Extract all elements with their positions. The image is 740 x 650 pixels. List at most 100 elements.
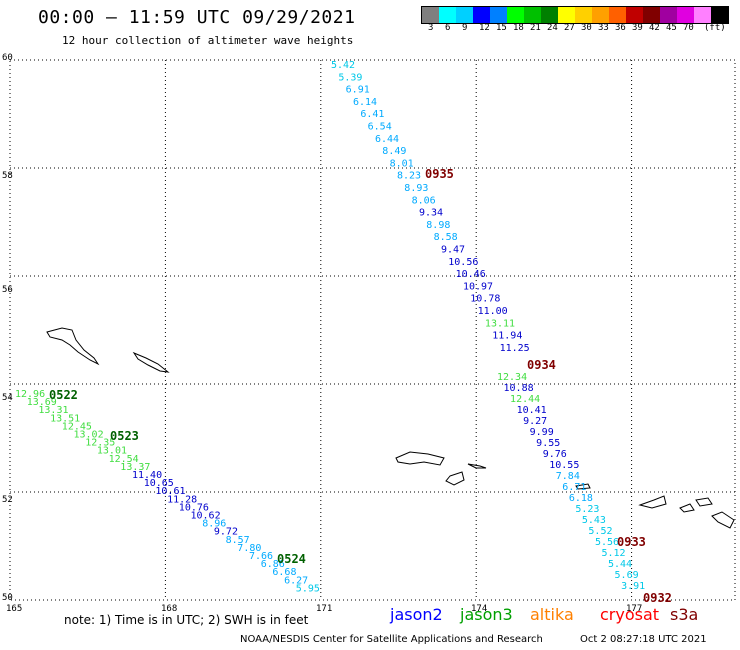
legend-swatch	[643, 7, 660, 23]
wave-height-value: 5.44	[608, 559, 632, 570]
wave-height-value: 13.11	[485, 318, 515, 329]
legend-swatch	[660, 7, 677, 23]
pass-time-label: 0933	[617, 535, 646, 549]
wave-height-value: 10.46	[456, 269, 486, 280]
legend-swatch	[558, 7, 575, 23]
wave-height-value: 8.49	[382, 146, 406, 157]
map-frame	[9, 59, 736, 601]
legend-swatch	[592, 7, 609, 23]
map-grid	[9, 59, 736, 601]
legend-label: 12	[479, 23, 490, 33]
longitude-label: 168	[161, 604, 177, 614]
wave-height-value: 12.45	[62, 421, 92, 432]
wave-height-value: 13.01	[97, 446, 127, 457]
wave-height-value: 8.57	[226, 535, 250, 546]
legend-swatch	[541, 7, 558, 23]
wave-height-value: 10.41	[517, 405, 547, 416]
wave-height-value: 6.14	[353, 97, 377, 108]
legend-label: 70	[683, 23, 694, 33]
wave-height-value: 5.42	[331, 60, 355, 71]
wave-height-value: 8.23	[397, 171, 421, 182]
pass-time-label: 0934	[527, 358, 556, 372]
wave-height-value: 9.55	[536, 438, 560, 449]
legend-swatch	[456, 7, 473, 23]
wave-height-value: 12.96	[15, 389, 45, 400]
wave-height-value: 6.91	[346, 85, 370, 96]
latitude-label: 50	[2, 593, 13, 603]
legend-label: 36	[615, 23, 626, 33]
pass-time-label: 0935	[425, 167, 454, 181]
wave-height-value: 8.58	[434, 232, 458, 243]
wave-height-value: 6.44	[375, 134, 399, 145]
island-coastline	[575, 483, 591, 490]
wave-height-value: 10.76	[179, 502, 209, 513]
island-coastline	[467, 463, 487, 469]
wave-height-value: 5.69	[615, 570, 639, 581]
wave-height-value: 11.94	[492, 331, 522, 342]
wave-height-value: 13.02	[74, 430, 104, 441]
wave-height-value: 6.18	[569, 493, 593, 504]
legend-swatch	[575, 7, 592, 23]
color-legend	[421, 6, 729, 24]
credit-org: NOAA/NESDIS Center for Satellite Applica…	[240, 634, 543, 645]
legend-swatch	[694, 7, 711, 23]
wave-height-value: 6.41	[360, 109, 384, 120]
legend-swatch	[609, 7, 626, 23]
satellite-jason2: jason2	[390, 605, 443, 624]
wave-height-value: 10.56	[448, 257, 478, 268]
wave-height-value: 7.66	[249, 551, 273, 562]
wave-height-value: 12.44	[510, 394, 540, 405]
wave-height-value: 10.78	[470, 294, 500, 305]
legend-label: (ft)	[704, 23, 726, 33]
island-coastline	[46, 327, 100, 366]
wave-height-value: 11.25	[500, 343, 530, 354]
latitude-label: 54	[2, 393, 13, 403]
map-subtitle: 12 hour collection of altimeter wave hei…	[62, 34, 354, 47]
wave-height-value: 11.28	[167, 494, 197, 505]
wave-height-value: 12.34	[497, 372, 527, 383]
island-coastline	[395, 451, 445, 466]
wave-height-value: 5.95	[296, 583, 320, 594]
wave-height-value: 3.91	[621, 581, 645, 592]
wave-height-value: 13.51	[50, 413, 80, 424]
satellite-cryosat: cryosat	[600, 605, 660, 624]
credit-timestamp: Oct 2 08:27:18 UTC 2021	[580, 634, 707, 645]
wave-height-value: 5.39	[338, 72, 362, 83]
legend-swatch	[490, 7, 507, 23]
wave-height-value: 7.80	[237, 543, 261, 554]
wave-height-value: 9.99	[530, 427, 554, 438]
wave-height-value: 6.71	[562, 482, 586, 493]
wave-height-value: 5.12	[601, 548, 625, 559]
wave-height-value: 5.23	[575, 504, 599, 515]
wave-height-value: 8.93	[404, 183, 428, 194]
wave-height-value: 11.00	[478, 306, 508, 317]
wave-height-value: 8.01	[390, 158, 414, 169]
legend-label: 33	[598, 23, 609, 33]
legend-swatch	[507, 7, 524, 23]
wave-height-value: 9.27	[523, 416, 547, 427]
track-values: 5.425.39 6.916.146.41 6.546.448.498.01 8.23…	[15, 60, 645, 594]
wave-height-value: 5.52	[588, 526, 612, 537]
wave-height-value: 9.76	[543, 449, 567, 460]
wave-height-value: 7.84	[556, 471, 580, 482]
axis-labels: 165 168 171 174 177 60 58 56 54 52 50	[2, 53, 642, 614]
wave-height-value: 8.98	[426, 220, 450, 231]
wave-height-value: 10.65	[144, 478, 174, 489]
island-coastline	[445, 471, 465, 486]
legend-swatch	[439, 7, 456, 23]
longitude-label: 174	[471, 604, 487, 614]
legend-swatch	[626, 7, 643, 23]
legend-swatch	[711, 7, 728, 23]
wave-height-value: 5.43	[582, 515, 606, 526]
wave-height-value: 10.62	[191, 511, 221, 522]
island-coastline	[711, 511, 735, 529]
legend-swatch	[422, 7, 439, 23]
wave-height-value: 8.06	[412, 195, 436, 206]
wave-height-value: 13.37	[120, 462, 150, 473]
wave-height-value: 8.96	[202, 519, 226, 530]
wave-height-value: 9.47	[441, 245, 465, 256]
legend-label: 21	[530, 23, 541, 33]
latitude-label: 52	[2, 495, 13, 505]
legend-swatch	[677, 7, 694, 23]
island-coastline	[679, 503, 695, 513]
